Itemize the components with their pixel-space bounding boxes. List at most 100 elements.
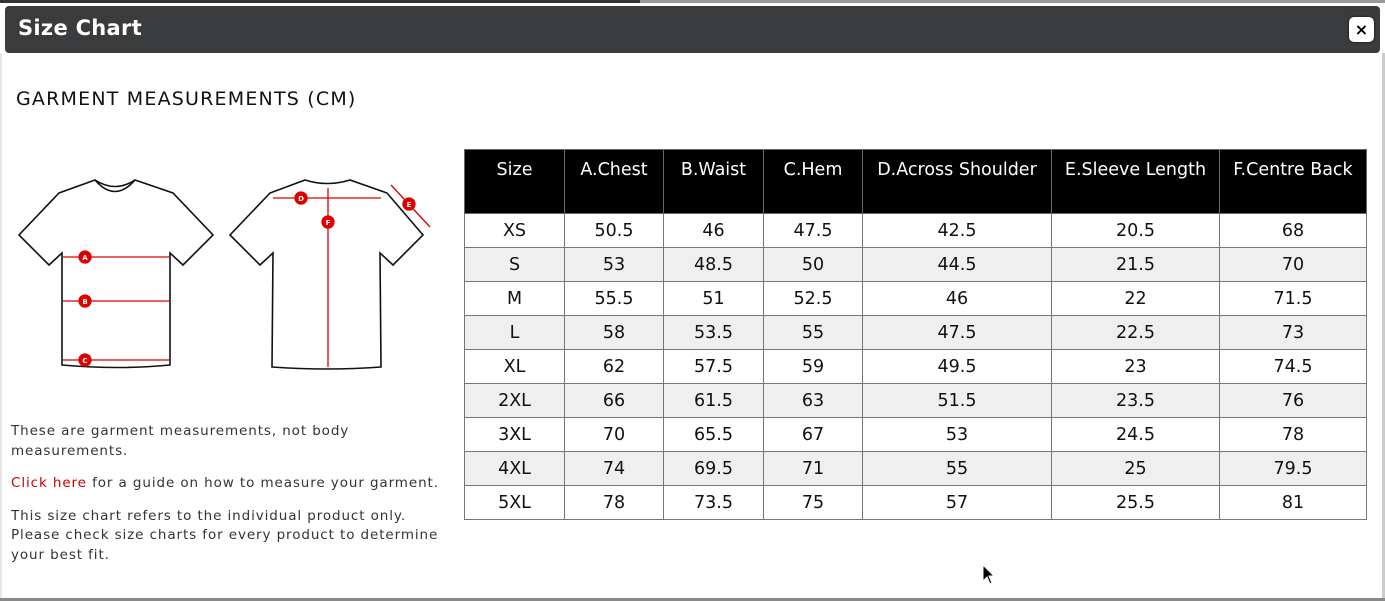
measurement-cell: 55.5 [564, 281, 664, 316]
measurement-cell: 22.5 [1051, 315, 1220, 350]
measurement-cell: 58 [564, 315, 664, 350]
tshirt-back [228, 179, 425, 370]
measurement-cell: 74.5 [1219, 349, 1367, 384]
measurement-cell: 24.5 [1051, 417, 1220, 452]
measurement-cell: 53 [862, 417, 1052, 452]
table-row: 5XL 78 73.5 75 57 25.5 81 [464, 485, 1367, 520]
mouse-cursor-icon [982, 564, 996, 585]
label-e: E [407, 201, 412, 209]
column-header: E.Sleeve Length [1051, 149, 1220, 214]
table-row: 3XL 70 65.5 67 53 24.5 78 [464, 417, 1367, 452]
measurement-cell: 62 [564, 349, 664, 384]
size-cell: 2XL [464, 383, 565, 418]
column-header: C.Hem [763, 149, 863, 214]
measurement-cell: 76 [1219, 383, 1367, 418]
measurement-cell: 23.5 [1051, 383, 1220, 418]
table-row: 4XL 74 69.5 71 55 25 79.5 [464, 451, 1367, 486]
size-cell: 4XL [464, 451, 565, 486]
measurement-cell: 55 [763, 315, 863, 350]
top-border [0, 0, 1385, 3]
measurement-cell: 53.5 [663, 315, 764, 350]
size-cell: XS [464, 213, 565, 248]
label-d: D [298, 195, 304, 203]
measurement-cell: 47.5 [862, 315, 1052, 350]
label-a: A [82, 254, 88, 262]
measurement-cell: 22 [1051, 281, 1220, 316]
measurement-cell: 59 [763, 349, 863, 384]
table-row: L 58 53.5 55 47.5 22.5 73 [464, 315, 1367, 350]
measurement-cell: 61.5 [663, 383, 764, 418]
measurement-cell: 21.5 [1051, 247, 1220, 282]
measurement-cell: 73 [1219, 315, 1367, 350]
modal-header: Size Chart × [5, 6, 1380, 53]
measurement-cell: 71 [763, 451, 863, 486]
note-product: This size chart refers to the individual… [11, 507, 439, 563]
modal-title: Size Chart [18, 16, 143, 40]
section-heading: GARMENT MEASUREMENTS (CM) [16, 88, 357, 110]
measurement-cell: 70 [1219, 247, 1367, 282]
size-cell: 3XL [464, 417, 565, 452]
measurement-cell: 49.5 [862, 349, 1052, 384]
column-header: Size [464, 149, 565, 214]
measurement-cell: 25 [1051, 451, 1220, 486]
measurement-cell: 25.5 [1051, 485, 1220, 520]
label-f: F [326, 219, 331, 227]
table-row: XL 62 57.5 59 49.5 23 74.5 [464, 349, 1367, 384]
size-cell: 5XL [464, 485, 565, 520]
note-guide: Click here for a guide on how to measure… [11, 475, 439, 491]
tshirt-measurement-diagram: A B C D E F [17, 179, 431, 370]
label-c: C [82, 357, 87, 365]
table-row: S 53 48.5 50 44.5 21.5 70 [464, 247, 1367, 282]
click-here-link[interactable]: Click here [11, 475, 87, 491]
measurement-cell: 51.5 [862, 383, 1052, 418]
size-cell: XL [464, 349, 565, 384]
measurement-cell: 44.5 [862, 247, 1052, 282]
measurement-cell: 50.5 [564, 213, 664, 248]
close-button[interactable]: × [1349, 17, 1374, 42]
table-row: XS 50.5 46 47.5 42.5 20.5 68 [464, 213, 1367, 248]
size-cell: S [464, 247, 565, 282]
measurement-cell: 69.5 [663, 451, 764, 486]
bottom-border [0, 598, 1385, 601]
measurement-cell: 74 [564, 451, 664, 486]
label-b: B [82, 298, 87, 306]
note-garment: These are garment measurements, not body… [11, 423, 350, 459]
measurement-cell: 71.5 [1219, 281, 1367, 316]
measurement-cell: 53 [564, 247, 664, 282]
scrollbar-track[interactable] [1382, 53, 1385, 601]
size-table: Size A.Chest B.Waist C.Hem D.Across Shoulder… [464, 149, 1367, 520]
tshirt-front [17, 179, 215, 369]
measurement-cell: 23 [1051, 349, 1220, 384]
measurement-cell: 66 [564, 383, 664, 418]
measurement-cell: 51 [663, 281, 764, 316]
modal-border [0, 53, 2, 601]
column-header: A.Chest [564, 149, 664, 214]
measurement-cell: 78 [1219, 417, 1367, 452]
measurement-cell: 47.5 [763, 213, 863, 248]
measurement-cell: 81 [1219, 485, 1367, 520]
measurement-cell: 52.5 [763, 281, 863, 316]
measurement-cell: 42.5 [862, 213, 1052, 248]
measurement-cell: 20.5 [1051, 213, 1220, 248]
measurement-cell: 57.5 [663, 349, 764, 384]
measurement-cell: 50 [763, 247, 863, 282]
size-cell: L [464, 315, 565, 350]
size-cell: M [464, 281, 565, 316]
measurement-cell: 73.5 [663, 485, 764, 520]
measurement-cell: 67 [763, 417, 863, 452]
measurement-cell: 55 [862, 451, 1052, 486]
column-header: F.Centre Back [1219, 149, 1367, 214]
table-row: M 55.5 51 52.5 46 22 71.5 [464, 281, 1367, 316]
measurement-cell: 78 [564, 485, 664, 520]
measurement-cell: 57 [862, 485, 1052, 520]
column-header: B.Waist [663, 149, 764, 214]
measurement-cell: 46 [663, 213, 764, 248]
measurement-cell: 65.5 [663, 417, 764, 452]
measurement-cell: 63 [763, 383, 863, 418]
table-row: 2XL 66 61.5 63 51.5 23.5 76 [464, 383, 1367, 418]
measurement-cell: 48.5 [663, 247, 764, 282]
measurement-cell: 46 [862, 281, 1052, 316]
measurement-cell: 70 [564, 417, 664, 452]
measurement-cell: 79.5 [1219, 451, 1367, 486]
top-border-dark [0, 0, 640, 3]
